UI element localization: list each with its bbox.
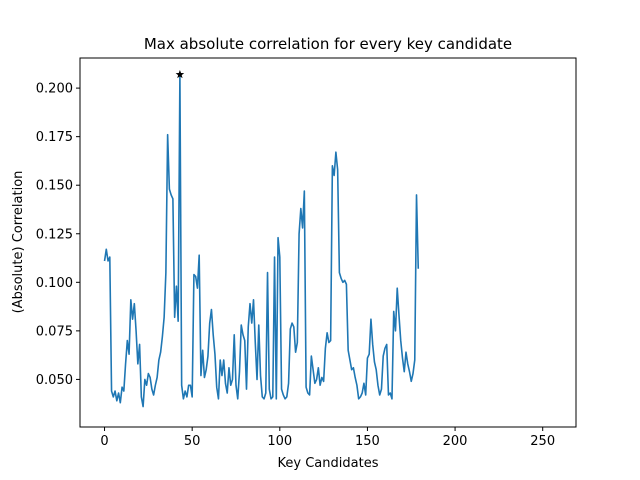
x-tick-label: 100 bbox=[267, 434, 292, 449]
y-tick-label: 0.200 bbox=[36, 82, 73, 97]
y-tick-label: 0.100 bbox=[36, 276, 73, 291]
x-tick-label: 50 bbox=[184, 434, 201, 449]
chart-title: Max absolute correlation for every key c… bbox=[144, 35, 512, 53]
y-axis-ticks: 0.050 0.075 0.100 0.125 0.150 0.175 0.200 bbox=[36, 82, 80, 388]
plot-frame bbox=[79, 57, 577, 428]
x-axis-ticks: 0 50 100 150 200 250 bbox=[100, 427, 555, 449]
y-tick-label: 0.075 bbox=[36, 324, 73, 339]
y-tick-label: 0.150 bbox=[36, 179, 73, 194]
y-tick-label: 0.175 bbox=[36, 130, 73, 145]
y-axis-label: (Absolute) Correlation bbox=[11, 171, 26, 314]
plot-area bbox=[80, 58, 576, 427]
x-tick-label: 200 bbox=[443, 434, 468, 449]
marker-layer bbox=[175, 70, 185, 79]
y-tick-label: 0.125 bbox=[36, 227, 73, 242]
series-line-0 bbox=[103, 73, 420, 408]
x-axis-label: Key Candidates bbox=[278, 456, 379, 471]
series-layer bbox=[103, 73, 420, 408]
y-tick-label: 0.050 bbox=[36, 373, 73, 388]
x-tick-label: 150 bbox=[355, 434, 380, 449]
max-star-marker bbox=[175, 70, 185, 79]
x-tick-label: 250 bbox=[530, 434, 555, 449]
x-tick-label: 0 bbox=[100, 434, 108, 449]
